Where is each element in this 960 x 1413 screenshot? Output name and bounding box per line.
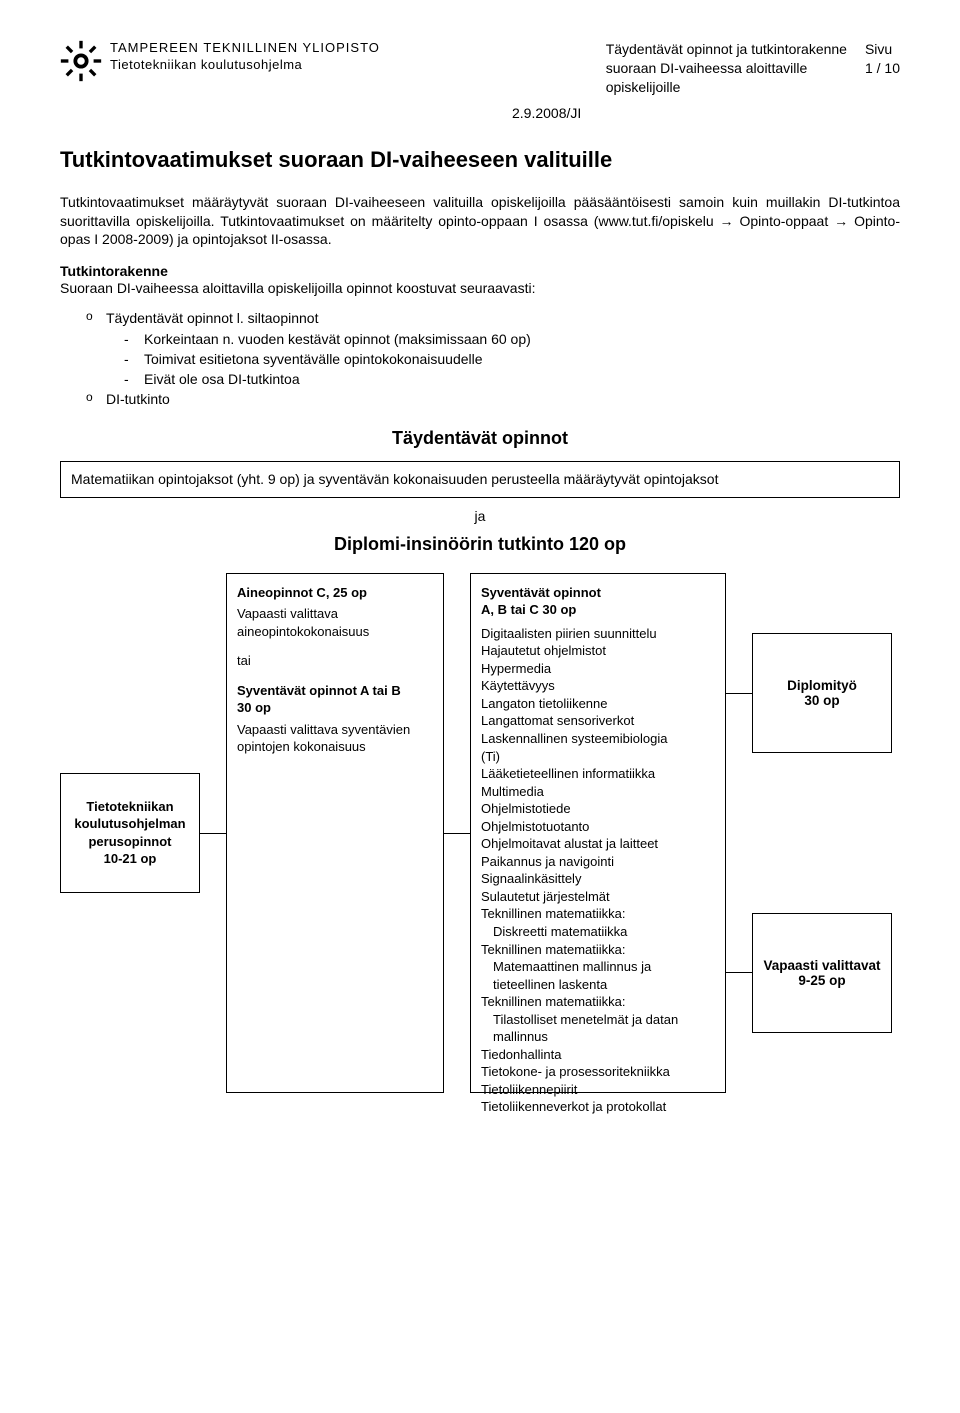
right-column: Diplomityö 30 op Vapaasti valittavat 9-2… xyxy=(752,573,892,1093)
major-list-item: (Ti) xyxy=(481,748,715,766)
connector-3 xyxy=(726,573,752,1093)
paragraph-intro: Tutkintovaatimukset määräytyvät suoraan … xyxy=(60,193,900,250)
major-list-item: Ohjelmistotuotanto xyxy=(481,818,715,836)
electives-l1: Vapaasti valittavat xyxy=(763,958,880,973)
advanced-title-l1: Syventävät opinnot xyxy=(481,585,601,600)
dash-item-2: Toimivat esitietona syventävälle opintok… xyxy=(106,349,900,369)
major-list-item: Tietoliikennepiirit xyxy=(481,1081,715,1099)
box-subject-studies: Aineopinnot C, 25 op Vapaasti valittava … xyxy=(226,573,444,1093)
subject-text-1a: Vapaasti valittava xyxy=(237,606,338,621)
date-line: 2.9.2008/JI xyxy=(60,105,900,121)
paragraph-structure: Suoraan DI-vaiheessa aloittavilla opiske… xyxy=(60,279,900,298)
box-advanced-studies: Syventävät opinnot A, B tai C 30 op Digi… xyxy=(470,573,726,1093)
university-name: TAMPEREEN TEKNILLINEN YLIOPISTO xyxy=(110,40,380,55)
major-list-item: Teknillinen matematiikka: xyxy=(481,905,715,923)
major-list-item: Käytettävyys xyxy=(481,677,715,695)
bullet-item-1: Täydentävät opinnot l. siltaopinnot Kork… xyxy=(60,308,900,389)
box-basic-studies: Tietotekniikan koulutusohjelman perusopi… xyxy=(60,773,200,893)
programme-name: Tietotekniikan koulutusohjelma xyxy=(110,57,380,72)
doc-title-line2: suoraan DI-vaiheessa aloittaville xyxy=(606,60,808,76)
major-list-item: Laskennallinen systeemibiologia xyxy=(481,730,715,748)
conjunction-ja: ja xyxy=(60,508,900,524)
major-list-item: Ohjelmoitavat alustat ja laitteet xyxy=(481,835,715,853)
advanced-title-l2: A, B tai C 30 op xyxy=(481,602,576,617)
gear-logo-icon xyxy=(60,40,102,82)
major-list-item: Teknillinen matematiikka: xyxy=(481,941,715,959)
electives-l2: 9-25 op xyxy=(798,973,845,988)
box-electives: Vapaasti valittavat 9-25 op xyxy=(752,913,892,1033)
major-list-item: Ohjelmistotiede xyxy=(481,800,715,818)
major-list-item: Tietoliikenneverkot ja protokollat xyxy=(481,1098,715,1116)
major-list-item: mallinnus xyxy=(481,1028,715,1046)
page-number: 1 / 10 xyxy=(865,60,900,76)
box-thesis: Diplomityö 30 op xyxy=(752,633,892,753)
subject-text-2b: opintojen kokonaisuus xyxy=(237,739,366,754)
subject-or: tai xyxy=(237,652,433,670)
thesis-l2: 30 op xyxy=(804,693,839,708)
major-list-item: Langaton tietoliikenne xyxy=(481,695,715,713)
major-list-item: Digitaalisten piirien suunnittelu xyxy=(481,625,715,643)
doc-title-line3: opiskelijoille xyxy=(606,79,681,95)
subheading-tutkintorakenne: Tutkintorakenne xyxy=(60,263,900,279)
subject-title-c: Aineopinnot C, 25 op xyxy=(237,584,433,602)
subject-text-2a: Vapaasti valittava syventävien xyxy=(237,722,410,737)
page-label: Sivu xyxy=(865,41,892,57)
major-list-item: Diskreetti matematiikka xyxy=(481,923,715,941)
subject-text-1b: aineopintokokonaisuus xyxy=(237,624,369,639)
page-header: TAMPEREEN TEKNILLINEN YLIOPISTO Tietotek… xyxy=(60,40,900,97)
subject-title-ab-l1: Syventävät opinnot A tai B xyxy=(237,683,401,698)
math-box: Matematiikan opintojaksot (yht. 9 op) ja… xyxy=(60,461,900,498)
major-list-item: Multimedia xyxy=(481,783,715,801)
center-heading-supplementary: Täydentävät opinnot xyxy=(60,428,900,449)
major-list-item: Tietokone- ja prosessoritekniikka xyxy=(481,1063,715,1081)
major-list-item: Tilastolliset menetelmät ja datan xyxy=(481,1011,715,1029)
major-list-item: Hypermedia xyxy=(481,660,715,678)
subject-title-ab-l2: 30 op xyxy=(237,700,271,715)
major-list-item: Langattomat sensoriverkot xyxy=(481,712,715,730)
box-basic-l3: perusopinnot xyxy=(88,834,171,849)
major-list-item: Paikannus ja navigointi xyxy=(481,853,715,871)
dash-item-1: Korkeintaan n. vuoden kestävät opinnot (… xyxy=(106,329,900,349)
advanced-major-list: Digitaalisten piirien suunnitteluHajaute… xyxy=(481,625,715,1116)
major-list-item: Signaalinkäsittely xyxy=(481,870,715,888)
main-heading: Tutkintovaatimukset suoraan DI-vaiheesee… xyxy=(60,147,900,173)
bullet-item-2: DI-tutkinto xyxy=(60,389,900,409)
major-list-item: Sulautetut järjestelmät xyxy=(481,888,715,906)
degree-heading: Diplomi-insinöörin tutkinto 120 op xyxy=(60,534,900,555)
major-list-item: Lääketieteellinen informatiikka xyxy=(481,765,715,783)
box-basic-l1: Tietotekniikan xyxy=(86,799,173,814)
bullet-list: Täydentävät opinnot l. siltaopinnot Kork… xyxy=(60,308,900,409)
box-basic-l2: koulutusohjelman xyxy=(74,816,185,831)
major-list-item: Hajautetut ohjelmistot xyxy=(481,642,715,660)
major-list-item: Tiedonhallinta xyxy=(481,1046,715,1064)
dash-item-3: Eivät ole osa DI-tutkintoa xyxy=(106,369,900,389)
bullet-item-1-text: Täydentävät opinnot l. siltaopinnot xyxy=(106,310,318,326)
thesis-l1: Diplomityö xyxy=(787,678,857,693)
doc-title-line1: Täydentävät opinnot ja tutkintorakenne xyxy=(606,41,847,57)
page-indicator: Sivu 1 / 10 xyxy=(865,40,900,97)
major-list-item: Teknillinen matematiikka: xyxy=(481,993,715,1011)
doc-title: Täydentävät opinnot ja tutkintorakenne s… xyxy=(606,40,847,97)
logo-block: TAMPEREEN TEKNILLINEN YLIOPISTO Tietotek… xyxy=(60,40,380,82)
major-list-item: tieteellinen laskenta xyxy=(481,976,715,994)
major-list-item: Matemaattinen mallinnus ja xyxy=(481,958,715,976)
degree-diagram: Tietotekniikan koulutusohjelman perusopi… xyxy=(60,573,900,1093)
box-basic-l4: 10-21 op xyxy=(104,851,157,866)
